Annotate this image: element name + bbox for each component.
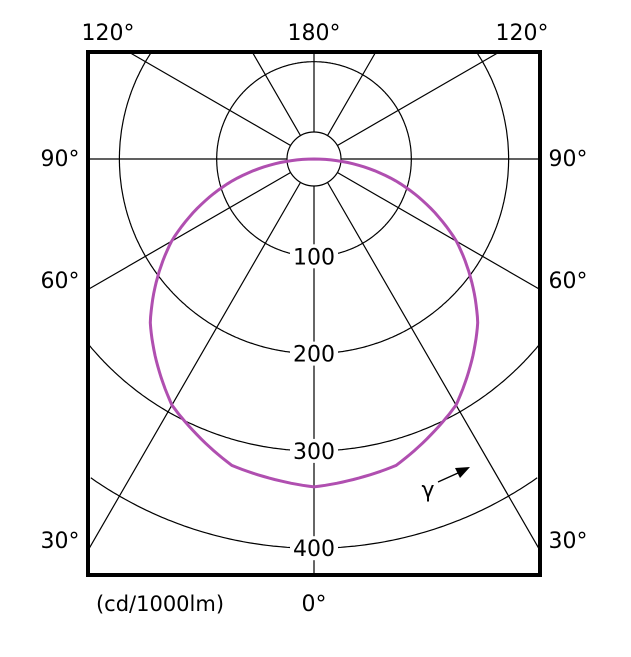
radial-line-30 <box>326 182 541 551</box>
radial-tick-labels: 100 200 300 400 <box>290 244 338 562</box>
radial-tick-label: 100 <box>293 245 335 270</box>
radial-label-bg <box>290 438 338 463</box>
angle-label-top-left: 120° <box>82 21 135 46</box>
angle-label-left-60: 60° <box>41 269 80 294</box>
ring-200 <box>118 52 510 355</box>
radial-tick-label: 200 <box>293 343 335 368</box>
gamma-label: γ <box>421 478 434 503</box>
radial-line-150 <box>251 51 302 136</box>
unit-label: (cd/1000lm) <box>96 592 224 616</box>
radial-line-30 <box>87 182 302 551</box>
radial-tick-label: 400 <box>293 537 335 562</box>
polar-grid <box>87 51 541 575</box>
radial-label-bg <box>290 536 338 561</box>
angle-label-right-90: 90° <box>549 147 588 172</box>
angle-label-left-90: 90° <box>41 147 80 172</box>
ring-300 <box>88 344 540 452</box>
radial-line-120 <box>128 51 291 147</box>
radial-tick-label: 300 <box>293 440 335 465</box>
radial-line-120 <box>337 51 500 147</box>
angle-label-bottom-0: 0° <box>302 592 327 617</box>
angle-label-left-30: 30° <box>41 529 80 554</box>
angle-label-top-right: 120° <box>496 21 549 46</box>
radial-label-bg <box>290 341 338 366</box>
angle-label-top-center: 180° <box>288 21 341 46</box>
intensity-curve <box>148 157 480 489</box>
gamma-arrow-icon <box>437 467 470 483</box>
plot-frame <box>86 50 542 577</box>
radial-line-60 <box>87 171 291 291</box>
radial-line-60 <box>337 171 541 291</box>
angle-label-right-60: 60° <box>549 269 588 294</box>
radial-line-150 <box>326 51 377 136</box>
intensity-curve-group <box>148 157 480 489</box>
radial-label-bg <box>290 244 338 269</box>
angle-label-right-30: 30° <box>549 529 588 554</box>
ring-400 <box>90 477 538 549</box>
